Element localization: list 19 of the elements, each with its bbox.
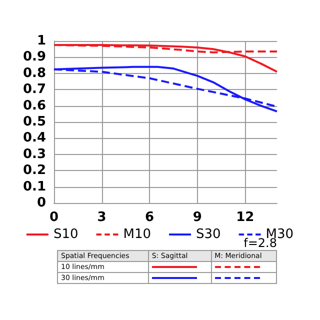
x-tick-label: 12 — [236, 210, 254, 225]
y-tick-label: 0.8 — [22, 66, 46, 81]
y-tick-label: 0.2 — [22, 163, 46, 178]
x-tick-label: 6 — [145, 210, 154, 225]
y-tick-label: 0.5 — [22, 114, 46, 130]
legend-label: S30 — [196, 227, 221, 242]
x-tick-label: 3 — [97, 210, 106, 225]
legend-label: S10 — [53, 227, 78, 242]
y-tick-label: 0.3 — [22, 146, 46, 162]
x-tick-label: 9 — [192, 210, 202, 225]
y-tick-label: 1 — [36, 34, 46, 48]
legend-label: M10 — [123, 227, 152, 242]
y-tick-label: 0.7 — [22, 82, 46, 98]
y-tick-label: 0.4 — [22, 130, 46, 146]
y-tick-label: 0.9 — [22, 50, 46, 65]
y-tick-label: 0.1 — [22, 179, 46, 194]
y-tick-label: 0 — [36, 196, 46, 210]
y-tick-label: 0.6 — [22, 98, 46, 114]
x-tick-label: 0 — [49, 210, 59, 225]
